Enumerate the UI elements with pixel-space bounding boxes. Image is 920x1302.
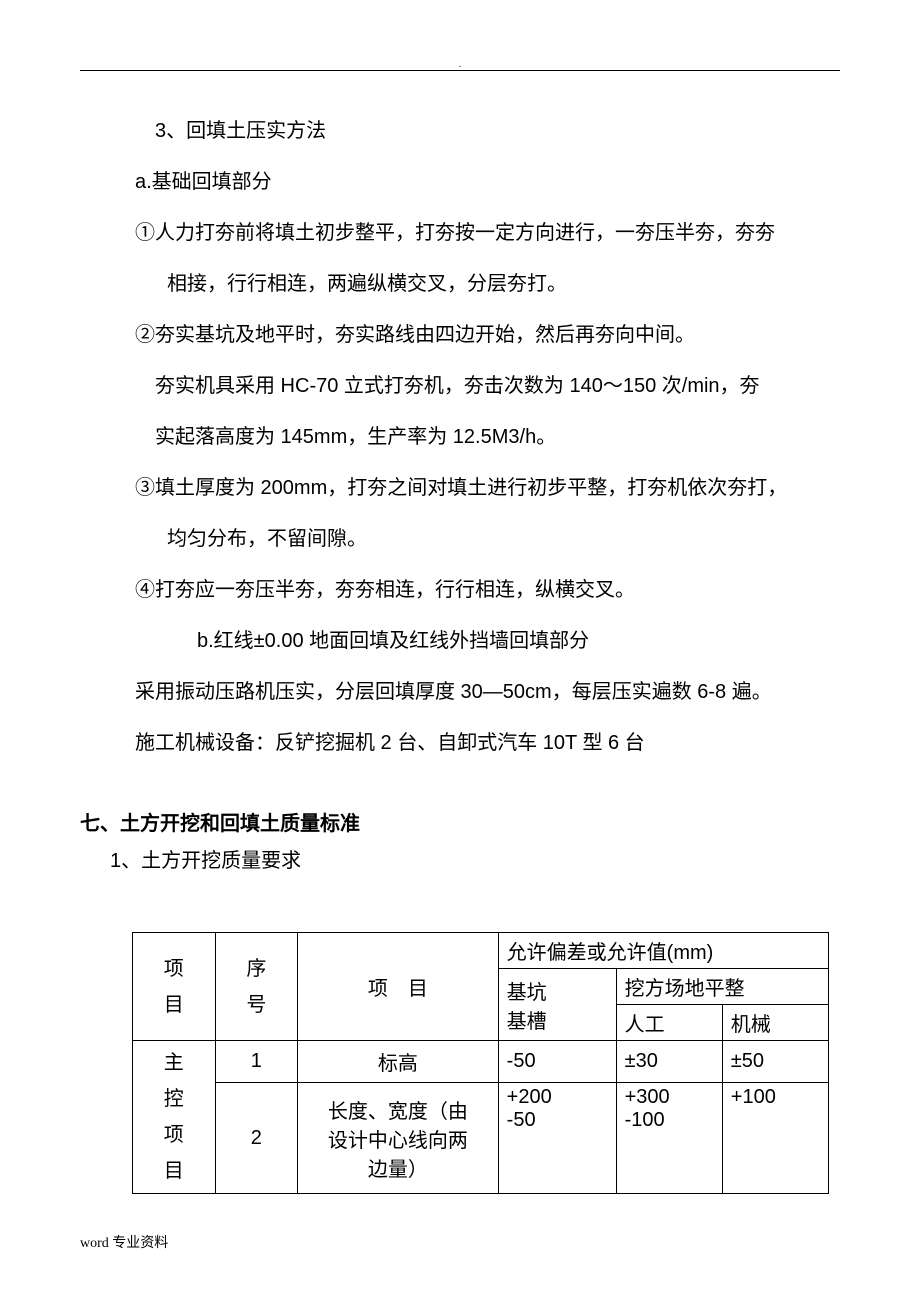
para-circle1-cont: 相接，行行相连，两遍纵横交叉，分层夯打。 — [135, 259, 830, 310]
row2-val1: +200 -50 — [498, 1083, 616, 1194]
table-row: 主 控 项 目 1 标高 -50 ±30 ±50 — [133, 1041, 829, 1083]
page-footer: word 专业资料 — [80, 1232, 168, 1252]
table-row: 2 长度、宽度（由 设计中心线向两 边量） +200 -50 +300 -100… — [133, 1083, 829, 1194]
row1-val2: ±30 — [616, 1041, 722, 1083]
header-manual: 人工 — [616, 1005, 722, 1041]
header-dot: . — [459, 59, 462, 70]
para-circle2-cont1: 夯实机具采用 HC-70 立式打夯机，夯击次数为 140～150 次/min，夯 — [135, 361, 830, 412]
table-header-row1: 项 目 序 号 项 目 允许偏差或允许值(mm) — [133, 933, 829, 969]
row2-item: 长度、宽度（由 设计中心线向两 边量） — [298, 1083, 499, 1194]
para-b: b.红线±0.00 地面回填及红线外挡墙回填部分 — [135, 616, 830, 667]
row2-val2: +300 -100 — [616, 1083, 722, 1194]
para-a: a.基础回填部分 — [135, 157, 830, 208]
quality-table-container: 项 目 序 号 项 目 允许偏差或允许值(mm) 基坑 基槽 挖方场地平整 人工… — [80, 932, 840, 1194]
para-circle2-cont2: 实起落高度为 145mm，生产率为 12.5M3/h。 — [135, 412, 830, 463]
row1-item: 标高 — [298, 1041, 499, 1083]
body-content: 3、回填土压实方法 a.基础回填部分 ①人力打夯前将填土初步整平，打夯按一定方向… — [80, 106, 840, 769]
header-machine: 机械 — [722, 1005, 828, 1041]
para-circle4: ④打夯应一夯压半夯，夯夯相连，行行相连，纵横交叉。 — [135, 565, 830, 616]
para-3: 3、回填土压实方法 — [135, 106, 830, 157]
row2-val3: +100 — [722, 1083, 828, 1194]
row1-val3: ±50 — [722, 1041, 828, 1083]
section-7: 七、土方开挖和回填土质量标准 1、土方开挖质量要求 — [80, 807, 840, 887]
header-foundation: 基坑 基槽 — [498, 969, 616, 1041]
quality-table: 项 目 序 号 项 目 允许偏差或允许值(mm) 基坑 基槽 挖方场地平整 人工… — [132, 932, 829, 1194]
header-item: 项 目 — [298, 933, 499, 1041]
para-vibration: 采用振动压路机压实，分层回填厚度 30—50cm，每层压实遍数 6-8 遍。 — [135, 667, 830, 718]
header-seq: 序 号 — [215, 933, 298, 1041]
row1-seq: 1 — [215, 1041, 298, 1083]
para-circle3-cont: 均匀分布，不留间隙。 — [135, 514, 830, 565]
header-deviation-group: 允许偏差或允许值(mm) — [498, 933, 828, 969]
para-circle1: ①人力打夯前将填土初步整平，打夯按一定方向进行，一夯压半夯，夯夯 — [135, 208, 830, 259]
para-equipment: 施工机械设备：反铲挖掘机 2 台、自卸式汽车 10T 型 6 台 — [135, 718, 830, 769]
row2-seq: 2 — [215, 1083, 298, 1194]
header-separator: . — [80, 70, 840, 71]
header-category: 项 目 — [133, 933, 216, 1041]
header-excavation-level: 挖方场地平整 — [616, 969, 828, 1005]
para-circle3: ③填土厚度为 200mm，打夯之间对填土进行初步平整，打夯机依次夯打， — [135, 463, 830, 514]
row1-val1: -50 — [498, 1041, 616, 1083]
rowgroup-main-control: 主 控 项 目 — [133, 1041, 216, 1194]
section-heading: 七、土方开挖和回填土质量标准 — [80, 807, 840, 836]
section-sub1: 1、土方开挖质量要求 — [80, 836, 840, 887]
para-circle2: ②夯实基坑及地平时，夯实路线由四边开始，然后再夯向中间。 — [135, 310, 830, 361]
